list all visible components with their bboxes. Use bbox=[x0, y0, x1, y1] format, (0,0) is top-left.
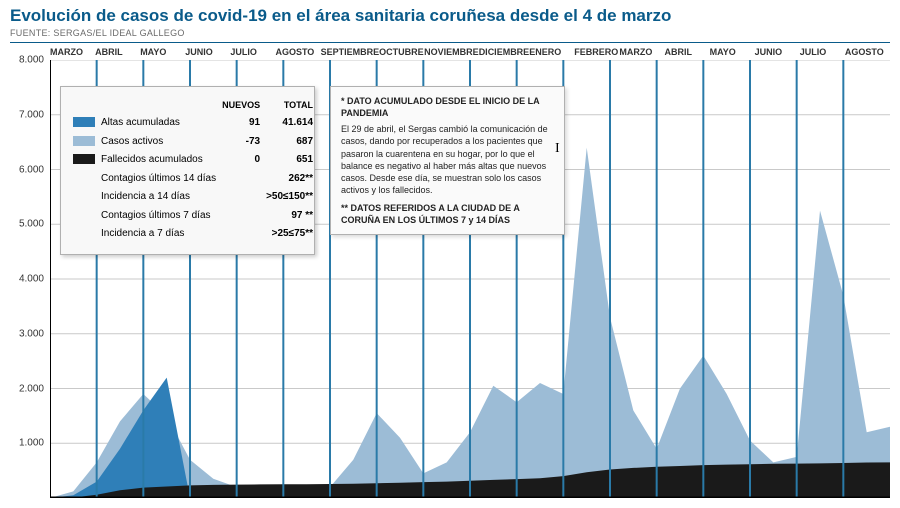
legend-nuevos: 91 bbox=[222, 114, 266, 133]
month-label: NOVIEMBRE bbox=[424, 47, 479, 57]
legend-row: Contagios últimos 7 días 97 ** bbox=[73, 207, 319, 226]
x-month-labels: MARZOABRILMAYOJUNIOJULIOAGOSTOSEPTIEMBRE… bbox=[0, 43, 900, 59]
footnote-panel: * DATO ACUMULADO DESDE EL INICIO DE LA P… bbox=[330, 86, 565, 235]
y-tick-label: 5.000 bbox=[19, 219, 44, 230]
legend-value: >25≤75** bbox=[266, 225, 319, 244]
legend-header-row: NUEVOS TOTAL bbox=[73, 97, 319, 114]
footnote-subheading: ** DATOS REFERIDOS A LA CIUDAD DE A CORU… bbox=[341, 202, 554, 226]
legend-row: Incidencia a 7 días >25≤75** bbox=[73, 225, 319, 244]
y-tick-label: 8.000 bbox=[19, 55, 44, 66]
legend-label: Incidencia a 14 días bbox=[101, 188, 222, 207]
y-tick-label: 6.000 bbox=[19, 164, 44, 175]
month-label: OCTUBRE bbox=[379, 47, 424, 57]
text-cursor-caret: I bbox=[555, 141, 560, 157]
legend-swatch bbox=[73, 136, 95, 146]
month-label: JULIO bbox=[800, 47, 845, 57]
month-label: ABRIL bbox=[664, 47, 709, 57]
month-label: AGOSTO bbox=[275, 47, 320, 57]
legend-label: Contagios últimos 7 días bbox=[101, 207, 222, 226]
y-tick-label: 1.000 bbox=[19, 438, 44, 449]
legend-label: Casos activos bbox=[101, 133, 222, 152]
month-label: FEBRERO bbox=[574, 47, 619, 57]
y-tick-label: 3.000 bbox=[19, 328, 44, 339]
legend-row: Contagios últimos 14 días 262** bbox=[73, 170, 319, 189]
legend-nuevos: 0 bbox=[222, 151, 266, 170]
month-label: JUNIO bbox=[185, 47, 230, 57]
legend-row: Altas acumuladas9141.614 bbox=[73, 114, 319, 133]
y-axis-labels: 1.0002.0003.0004.0005.0006.0007.0008.000 bbox=[10, 60, 50, 498]
legend-label: Contagios últimos 14 días bbox=[101, 170, 222, 189]
footnote-body: El 29 de abril, el Sergas cambió la comu… bbox=[341, 123, 554, 196]
legend-table: NUEVOS TOTAL Altas acumuladas9141.614Cas… bbox=[73, 97, 319, 244]
legend-total: 651 bbox=[266, 151, 319, 170]
month-label: SEPTIEMBRE bbox=[321, 47, 380, 57]
month-label: MARZO bbox=[50, 47, 95, 57]
legend-label: Fallecidos acumulados bbox=[101, 151, 222, 170]
legend-row: Incidencia a 14 días >50≤150** bbox=[73, 188, 319, 207]
y-tick-label: 4.000 bbox=[19, 274, 44, 285]
legend-value: >50≤150** bbox=[266, 188, 319, 207]
legend-header-total: TOTAL bbox=[266, 97, 319, 114]
footnote-heading: * DATO ACUMULADO DESDE EL INICIO DE LA P… bbox=[341, 95, 554, 119]
y-tick-label: 7.000 bbox=[19, 109, 44, 120]
month-label: JULIO bbox=[230, 47, 275, 57]
month-label: MAYO bbox=[140, 47, 185, 57]
month-label: DICIEMBRE bbox=[479, 47, 530, 57]
legend-nuevos: -73 bbox=[222, 133, 266, 152]
month-label: MARZO bbox=[619, 47, 664, 57]
legend-label: Incidencia a 7 días bbox=[101, 225, 222, 244]
chart-source: FUENTE: SERGAS/EL IDEAL GALLEGO bbox=[0, 28, 900, 40]
legend-total: 41.614 bbox=[266, 114, 319, 133]
month-label: MAYO bbox=[710, 47, 755, 57]
legend-swatch bbox=[73, 117, 95, 127]
legend-total: 687 bbox=[266, 133, 319, 152]
legend-value: 262** bbox=[266, 170, 319, 189]
legend-header-nuevos: NUEVOS bbox=[222, 97, 266, 114]
legend-label: Altas acumuladas bbox=[101, 114, 222, 133]
chart-title: Evolución de casos de covid-19 en el áre… bbox=[0, 0, 900, 28]
month-label: ENERO bbox=[529, 47, 574, 57]
legend-panel: NUEVOS TOTAL Altas acumuladas9141.614Cas… bbox=[60, 86, 315, 255]
month-label: AGOSTO bbox=[845, 47, 890, 57]
legend-row: Casos activos-73687 bbox=[73, 133, 319, 152]
month-label: JUNIO bbox=[755, 47, 800, 57]
month-label: ABRIL bbox=[95, 47, 140, 57]
legend-value: 97 ** bbox=[266, 207, 319, 226]
y-tick-label: 2.000 bbox=[19, 383, 44, 394]
legend-swatch bbox=[73, 154, 95, 164]
legend-row: Fallecidos acumulados0651 bbox=[73, 151, 319, 170]
